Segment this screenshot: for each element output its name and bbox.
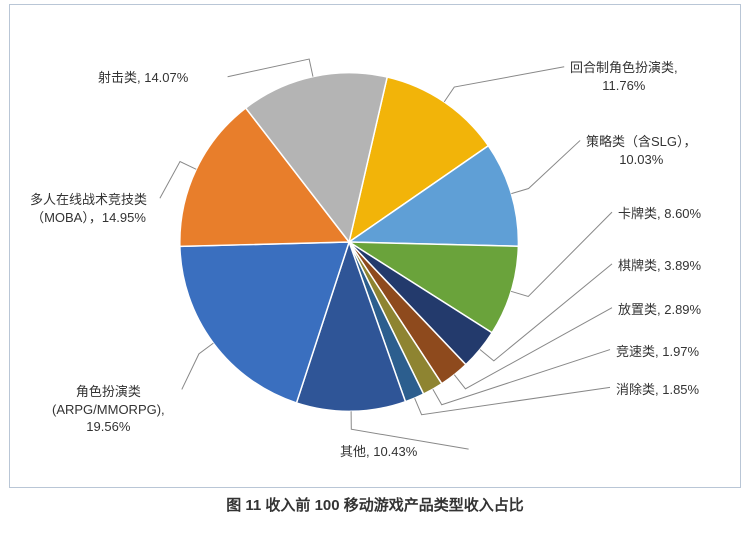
figure-caption: 图 11 收入前 100 移动游戏产品类型收入占比 <box>9 494 741 515</box>
leader-line <box>228 59 313 77</box>
slice-label: 放置类, 2.89% <box>618 301 701 319</box>
slice-label: 消除类, 1.85% <box>616 381 699 399</box>
leader-line <box>182 343 214 389</box>
slice-label: 棋牌类, 3.89% <box>618 257 701 275</box>
slice-label: 竞速类, 1.97% <box>616 343 699 361</box>
chart-frame: 回合制角色扮演类,11.76% 策略类（含SLG），10.03% 卡牌类, 8.60… <box>9 4 741 488</box>
slice-label: 射击类, 14.07% <box>98 69 188 87</box>
slice-label: 回合制角色扮演类,11.76% <box>570 59 678 94</box>
slice-label: 角色扮演类(ARPG/MMORPG),19.56% <box>52 383 165 436</box>
slice-label: 多人在线战术竞技类（MOBA），14.95% <box>30 191 147 226</box>
leader-line <box>415 387 610 414</box>
slice-label: 策略类（含SLG），10.03% <box>586 133 697 168</box>
leader-line <box>444 67 564 102</box>
leader-line <box>511 212 612 296</box>
leader-line <box>511 140 580 193</box>
slice-label: 其他, 10.43% <box>340 443 417 461</box>
slice-label: 卡牌类, 8.60% <box>618 205 701 223</box>
